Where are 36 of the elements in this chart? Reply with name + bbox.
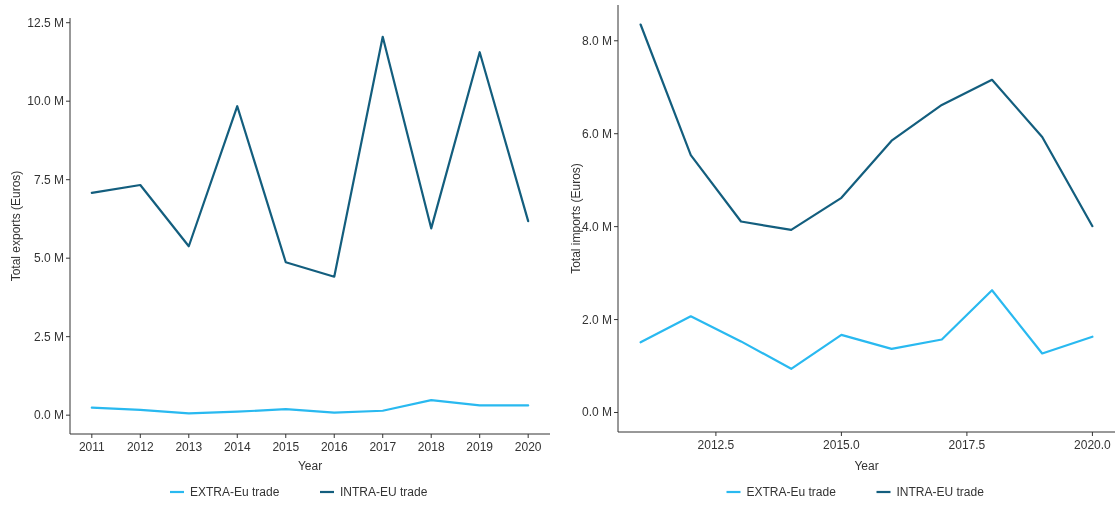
x-tick-label: 2012.5	[697, 438, 735, 452]
y-tick-label: 10.0 M	[27, 94, 64, 109]
x-tick-label: 2020	[514, 440, 542, 454]
x-tick-label: 2019	[466, 440, 494, 454]
x-tick-label: 2016	[320, 440, 348, 454]
y-axis-title: Total exports (Euros)	[9, 170, 23, 282]
x-tick-label: 2011	[78, 440, 106, 454]
x-tick-label: 2014	[223, 440, 251, 454]
x-tick-label: 2017.5	[948, 438, 986, 452]
x-tick-label: 2015	[272, 440, 300, 454]
line-series	[639, 23, 1094, 231]
line-series	[90, 35, 530, 278]
legend-label: INTRA-EU trade	[896, 485, 985, 499]
x-tick-label: 2012	[126, 440, 154, 454]
line-series	[639, 289, 1094, 370]
x-axis-title: Year	[297, 459, 323, 473]
x-tick-label: 2018	[417, 440, 445, 454]
y-tick-label: 0.0 M	[33, 408, 64, 423]
y-tick-label: 8.0 M	[581, 33, 612, 48]
legend-label: EXTRA-Eu trade	[190, 485, 280, 499]
x-tick-label: 2013	[175, 440, 203, 454]
y-tick-label: 2.5 M	[33, 329, 64, 344]
line-series	[90, 398, 530, 415]
x-tick-label: 2020.0	[1074, 438, 1112, 452]
x-tick-label: 2015.0	[823, 438, 861, 452]
y-tick-label: 0.0 M	[581, 405, 612, 420]
y-tick-label: 5.0 M	[33, 251, 64, 266]
y-tick-label: 2.0 M	[581, 312, 612, 327]
y-tick-label: 12.5 M	[27, 15, 64, 30]
y-tick-label: 6.0 M	[581, 126, 612, 141]
y-tick-label: 7.5 M	[33, 172, 64, 187]
legend-label: EXTRA-Eu trade	[746, 485, 837, 499]
x-axis-title: Year	[854, 459, 879, 473]
legend-label: INTRA-EU trade	[340, 485, 428, 499]
x-tick-label: 2017	[369, 440, 397, 454]
y-axis-title: Total imports (Euros)	[569, 163, 583, 274]
